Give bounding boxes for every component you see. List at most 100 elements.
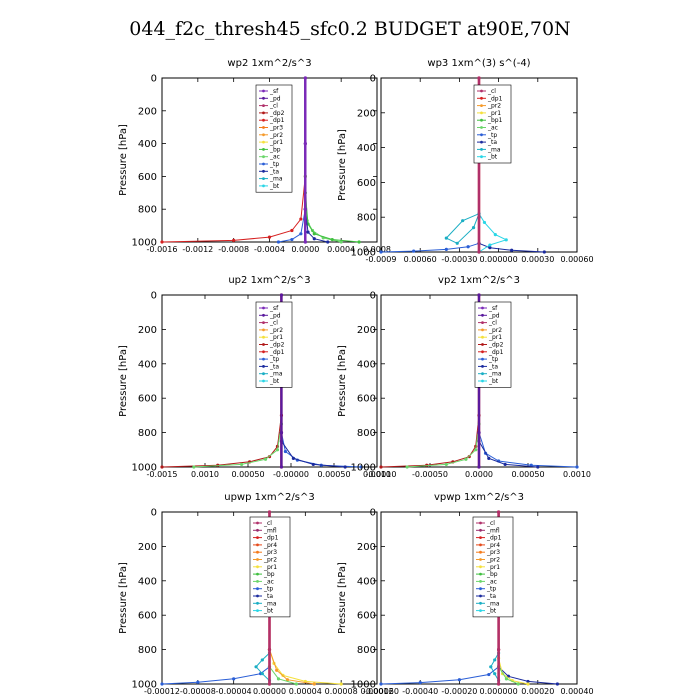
series-point [267, 235, 272, 239]
y-axis-label: Pressure [hPa] [337, 345, 348, 417]
series-point [312, 232, 316, 236]
series-point [263, 457, 268, 461]
series-point [455, 241, 459, 245]
series-point [339, 240, 343, 244]
legend-label: _ta [263, 593, 273, 600]
series-line-dp2 [380, 415, 480, 468]
legend-marker [262, 118, 265, 122]
series-point [405, 465, 409, 469]
legend-label: _pr1 [487, 110, 501, 117]
chart-0: wp2 1xm^2/s^3 Pressure [hPa] 0 200 400 600 800… [118, 58, 391, 254]
chart-2: up2 1xm^2/s^3 Pressure [hPa] 0 200 400 600 800… [118, 275, 391, 479]
legend-label: _cl [263, 520, 272, 527]
y-axis-label: Pressure [hPa] [337, 562, 348, 634]
legend-marker [480, 148, 483, 151]
plot-frame [380, 511, 578, 685]
series-point [267, 648, 272, 652]
chart-title: wp3 1xm^(3) s^(-4) [427, 58, 530, 69]
x-tick-label: 0.00012 [360, 687, 393, 696]
series-line-ac [193, 423, 282, 468]
y-tick-label: 1000 [132, 680, 157, 691]
legend-marker [479, 580, 482, 583]
x-tick-label: -0.00012 [144, 687, 180, 696]
series-line-ta [280, 440, 346, 468]
legend-marker [262, 162, 265, 166]
y-tick-label: 400 [138, 139, 157, 150]
legend-marker [480, 96, 483, 100]
y-tick-label: 0 [151, 508, 157, 519]
series-point [299, 232, 303, 236]
legend-marker [480, 89, 483, 93]
series-point [196, 680, 200, 684]
y-tick-label: 600 [357, 394, 376, 405]
series-point [276, 677, 281, 681]
legend-marker [262, 306, 265, 310]
legend-label: _sf [269, 88, 279, 95]
series-point [471, 226, 476, 230]
legend-marker [479, 550, 482, 554]
x-tick-label: -0.0008 [218, 245, 249, 254]
series-point [343, 465, 347, 469]
series-point [489, 665, 493, 669]
legend-label: _dp1 [263, 535, 279, 542]
series-point [379, 682, 383, 686]
legend-marker [481, 365, 484, 368]
x-tick-label: -0.0012 [182, 245, 213, 254]
series-point [477, 431, 481, 435]
legend-marker [262, 104, 265, 107]
y-tick-label: 400 [138, 359, 157, 370]
legend-marker [262, 89, 265, 93]
legend-marker [481, 321, 484, 324]
chart-title: up2 1xm^2/s^3 [228, 275, 310, 286]
y-tick-label: 200 [357, 542, 376, 553]
legend-marker [480, 118, 483, 122]
legend-marker [480, 111, 483, 115]
x-tick-label: 0.000000 [480, 255, 518, 264]
series-line-dp1 [161, 176, 306, 243]
legend-marker [480, 126, 483, 129]
series-point [497, 510, 501, 514]
legend-label: _bt [486, 608, 497, 615]
legend-marker [262, 350, 265, 354]
x-tick-label: 0.00050 [317, 470, 350, 479]
series-point [326, 240, 330, 244]
y-tick-label: 600 [138, 611, 157, 622]
series-point [279, 431, 284, 435]
legend-marker [481, 350, 484, 354]
chart-title: wp2 1xm^2/s^3 [227, 58, 311, 69]
series-point [275, 668, 279, 672]
legend-marker [256, 572, 259, 576]
x-tick-label: -0.0015 [147, 470, 178, 479]
x-tick-label: -0.00050 [412, 470, 448, 479]
x-tick-label: -0.00040 [402, 687, 438, 696]
legend-label: _pr3 [263, 549, 277, 556]
y-tick-label: 200 [138, 106, 157, 117]
legend-label: _bt [488, 378, 499, 385]
legend-label: _pr3 [486, 549, 500, 556]
y-tick-label: 200 [138, 542, 157, 553]
legend-label: _ta [487, 139, 497, 146]
series-line-ac [304, 176, 342, 243]
series-line-ma [445, 213, 480, 244]
legend-marker [479, 594, 482, 598]
series-point [457, 678, 461, 682]
legend-label: _bt [263, 608, 274, 615]
y-axis-label: Pressure [hPa] [118, 562, 129, 634]
series-point [279, 465, 284, 469]
y-tick-label: 0 [370, 74, 376, 85]
series-point [267, 682, 272, 686]
legend-marker [256, 521, 259, 525]
legend-marker [479, 587, 482, 591]
legend-marker [481, 306, 484, 310]
series-point [497, 682, 501, 686]
legend-label: _ma [263, 600, 277, 607]
series-point [306, 230, 310, 234]
series-point [575, 465, 579, 469]
series-line-ma [255, 652, 270, 681]
legend-marker [262, 328, 265, 332]
series-point [160, 465, 164, 469]
legend-marker [256, 543, 259, 547]
y-tick-label: 200 [357, 108, 376, 119]
series-point [232, 238, 236, 242]
